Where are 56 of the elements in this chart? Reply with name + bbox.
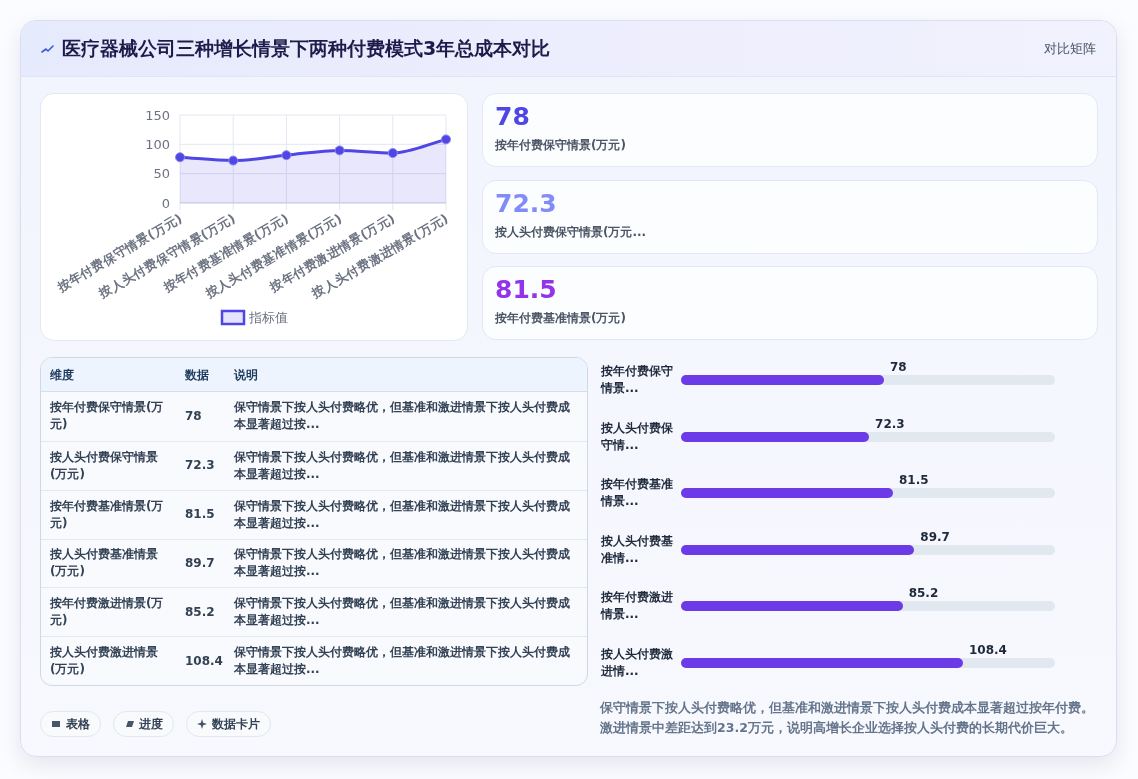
category-label: 按人头付费激进情景(万元) <box>50 644 159 679</box>
point <box>441 134 451 145</box>
text: 保守情景下按人头付费略优，但基准和激进情景下按人头付费成本显著超过按... <box>234 546 571 581</box>
text: 数据 <box>185 367 209 384</box>
text: 保守情景下按人头付费略优，但基准和激进情景下按人头付费成本显著超过按... <box>234 595 571 630</box>
point <box>334 145 345 156</box>
text: 表格 <box>66 715 90 733</box>
text: 保守情景下按人头付费略优，但基准和激进情景下按人头付费成本显著超过按年付费。激进情景中差距达到23.2万元，说明高增长企业选择按人头付费的长期代价巨大。 <box>600 699 1095 737</box>
point <box>281 150 292 161</box>
text: 医疗器械公司三种增长情景下两种付费模式3年总成本对比 <box>62 36 551 61</box>
y-tick-label: 0 <box>161 195 170 211</box>
category-label: 按年付费基准情景(万元) <box>50 497 165 532</box>
text: 对比矩阵 <box>1044 40 1096 58</box>
data-label: 72.3 <box>185 457 216 475</box>
data-label: 81.5 <box>495 275 557 304</box>
data-label: 108.4 <box>968 643 1007 657</box>
point <box>228 155 239 166</box>
data-label: 89.7 <box>185 554 216 572</box>
y-tick-label: 按人头付费保守情... <box>601 419 674 454</box>
data-label: 85.2 <box>185 603 216 621</box>
data-label: 81.5 <box>185 506 216 524</box>
data-label: 78 <box>185 407 203 425</box>
y-tick-label: 50 <box>153 166 170 182</box>
text: 维度 <box>50 367 74 384</box>
y-tick-label: 按人头付费激进情... <box>601 646 674 680</box>
category-label: 按人头付费保守情景(万元) <box>50 448 159 483</box>
legend-label: 指标值 <box>248 310 288 325</box>
category-label: 按人头付费基准情景(万元) <box>50 546 159 581</box>
point <box>387 148 398 159</box>
data-label: 85.2 <box>908 586 939 601</box>
y-tick-label: 150 <box>145 107 170 123</box>
text: 说明 <box>234 367 258 384</box>
point <box>175 152 185 163</box>
data-label: 72.3 <box>495 188 557 218</box>
text: 保守情景下按人头付费略优，但基准和激进情景下按人头付费成本显著超过按... <box>234 448 571 483</box>
text: 保守情景下按人头付费略优，但基准和激进情景下按人头付费成本显著超过按... <box>234 399 571 434</box>
category-label: 按年付费保守情景(万元) <box>50 399 165 434</box>
y-tick-label: 按年付费激进情景... <box>601 589 674 624</box>
data-label: 78 <box>889 360 907 374</box>
text: 进度 <box>139 715 163 733</box>
text: 保守情景下按人头付费略优，但基准和激进情景下按人头付费成本显著超过按... <box>234 644 571 679</box>
y-tick-label: 按年付费基准情景... <box>601 476 674 511</box>
y-tick-label: 按人头付费基准情... <box>601 532 674 567</box>
data-label: 78 <box>495 102 530 131</box>
y-tick-label: 按年付费保守情景... <box>601 363 674 397</box>
category-label: 按年付费基准情景(万元) <box>495 310 626 327</box>
data-label: 89.7 <box>920 529 950 544</box>
category-label: 按年付费保守情景(万元) <box>495 137 626 154</box>
text: 数据卡片 <box>212 715 260 733</box>
category-label: 按人头付费保守情景(万元... <box>495 223 647 241</box>
y-tick-label: 100 <box>145 136 170 152</box>
data-label: 81.5 <box>899 473 929 488</box>
text: 保守情景下按人头付费略优，但基准和激进情景下按人头付费成本显著超过按... <box>234 497 571 532</box>
data-label: 108.4 <box>185 652 224 670</box>
category-label: 按年付费激进情景(万元) <box>50 595 165 630</box>
data-label: 72.3 <box>875 416 905 431</box>
